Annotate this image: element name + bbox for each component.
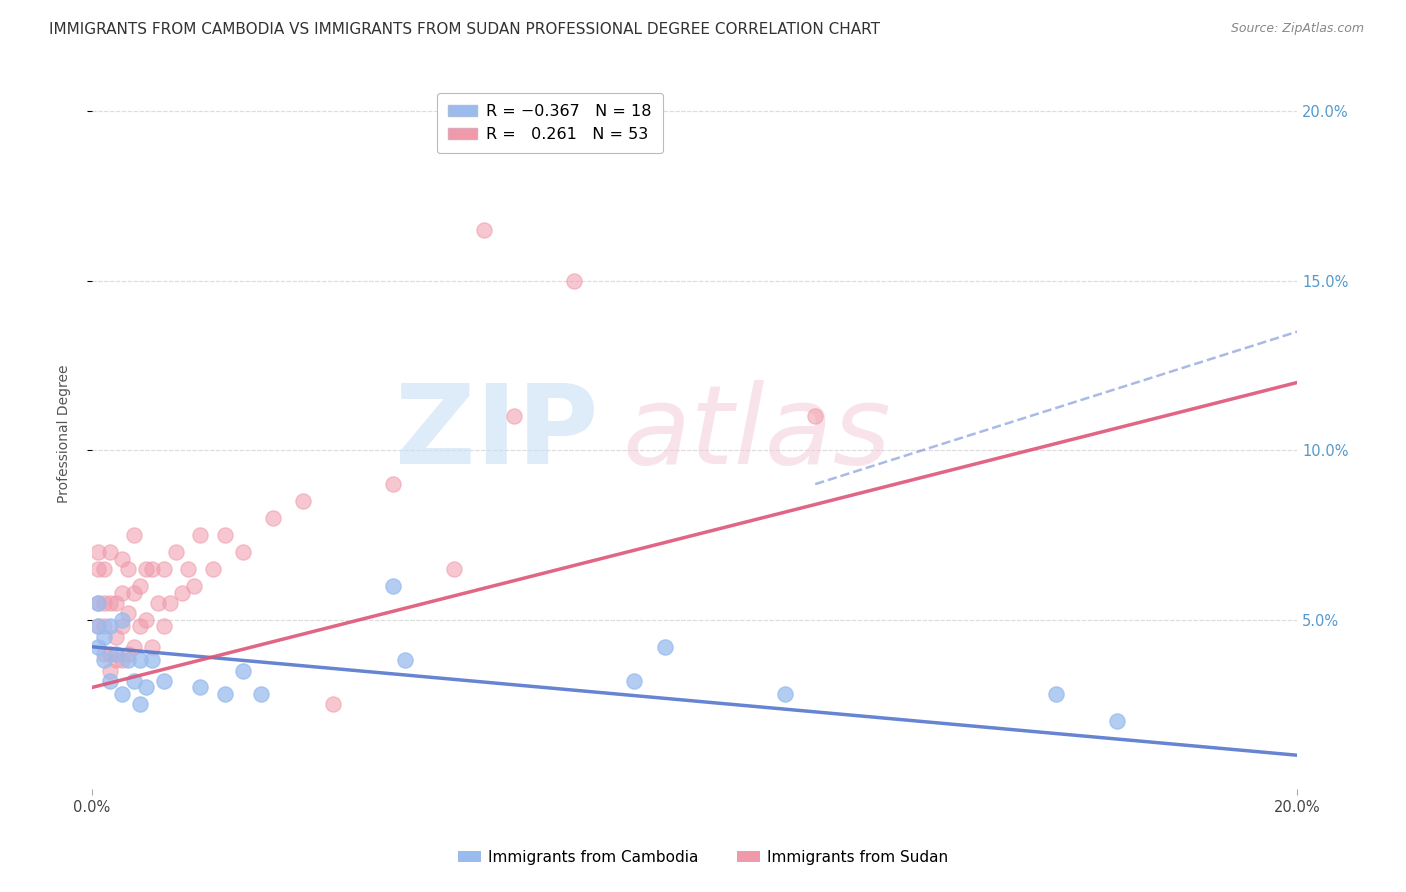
Point xyxy=(93,619,115,633)
Point xyxy=(190,528,212,542)
Point xyxy=(148,596,170,610)
Point xyxy=(562,274,585,288)
Point xyxy=(533,138,555,153)
Text: Source: ZipAtlas.com: Source: ZipAtlas.com xyxy=(1230,22,1364,36)
Point xyxy=(129,579,152,593)
Point xyxy=(117,647,139,661)
Point xyxy=(214,528,236,542)
Point xyxy=(502,409,524,424)
Point xyxy=(122,528,145,542)
Point xyxy=(105,630,128,644)
Point xyxy=(623,673,645,688)
Point xyxy=(111,585,134,599)
Point xyxy=(382,579,405,593)
Point xyxy=(122,640,145,654)
Point xyxy=(98,619,121,633)
Point xyxy=(153,619,176,633)
Point xyxy=(87,619,110,633)
Point xyxy=(135,613,157,627)
Point xyxy=(177,562,200,576)
Point xyxy=(443,562,465,576)
Point xyxy=(87,640,110,654)
Point xyxy=(117,653,139,667)
Point xyxy=(472,223,495,237)
Point xyxy=(214,687,236,701)
Point xyxy=(654,640,676,654)
Point xyxy=(98,545,121,559)
Point xyxy=(262,511,284,525)
Point xyxy=(232,545,254,559)
Point xyxy=(394,653,416,667)
Point xyxy=(93,653,115,667)
Point xyxy=(172,585,194,599)
Point xyxy=(87,596,110,610)
Point xyxy=(87,545,110,559)
Text: atlas: atlas xyxy=(623,380,891,487)
Point xyxy=(183,579,205,593)
Point xyxy=(129,619,152,633)
Point xyxy=(1045,687,1067,701)
Point xyxy=(111,551,134,566)
Point xyxy=(98,596,121,610)
Point xyxy=(153,673,176,688)
Point xyxy=(98,647,121,661)
Point xyxy=(382,477,405,491)
Point xyxy=(93,562,115,576)
Point xyxy=(201,562,224,576)
Point xyxy=(165,545,187,559)
Point xyxy=(249,687,271,701)
Point xyxy=(141,653,163,667)
Point xyxy=(93,630,115,644)
Text: IMMIGRANTS FROM CAMBODIA VS IMMIGRANTS FROM SUDAN PROFESSIONAL DEGREE CORRELATIO: IMMIGRANTS FROM CAMBODIA VS IMMIGRANTS F… xyxy=(49,22,880,37)
Point xyxy=(111,619,134,633)
Point xyxy=(129,653,152,667)
Point xyxy=(232,664,254,678)
Point xyxy=(135,562,157,576)
Point xyxy=(98,673,121,688)
Point xyxy=(129,698,152,712)
Point xyxy=(87,596,110,610)
Point xyxy=(93,647,115,661)
Point xyxy=(291,494,314,508)
Point xyxy=(190,681,212,695)
Point xyxy=(105,653,128,667)
Point xyxy=(105,596,128,610)
Point xyxy=(87,562,110,576)
Y-axis label: Professional Degree: Professional Degree xyxy=(58,364,72,502)
Point xyxy=(122,673,145,688)
Point xyxy=(98,664,121,678)
Point xyxy=(141,640,163,654)
Point xyxy=(117,606,139,620)
Point xyxy=(159,596,181,610)
Point xyxy=(117,562,139,576)
Point xyxy=(122,585,145,599)
Point xyxy=(1105,714,1128,729)
Point xyxy=(111,613,134,627)
Point xyxy=(135,681,157,695)
Point xyxy=(111,653,134,667)
Point xyxy=(105,647,128,661)
Legend: Immigrants from Cambodia, Immigrants from Sudan: Immigrants from Cambodia, Immigrants fro… xyxy=(451,844,955,871)
Point xyxy=(322,698,344,712)
Point xyxy=(141,562,163,576)
Point xyxy=(93,596,115,610)
Point xyxy=(804,409,827,424)
Text: ZIP: ZIP xyxy=(395,380,598,487)
Point xyxy=(153,562,176,576)
Legend: R = −0.367   N = 18, R =   0.261   N = 53: R = −0.367 N = 18, R = 0.261 N = 53 xyxy=(437,93,664,153)
Point xyxy=(773,687,796,701)
Point xyxy=(111,687,134,701)
Point xyxy=(87,619,110,633)
